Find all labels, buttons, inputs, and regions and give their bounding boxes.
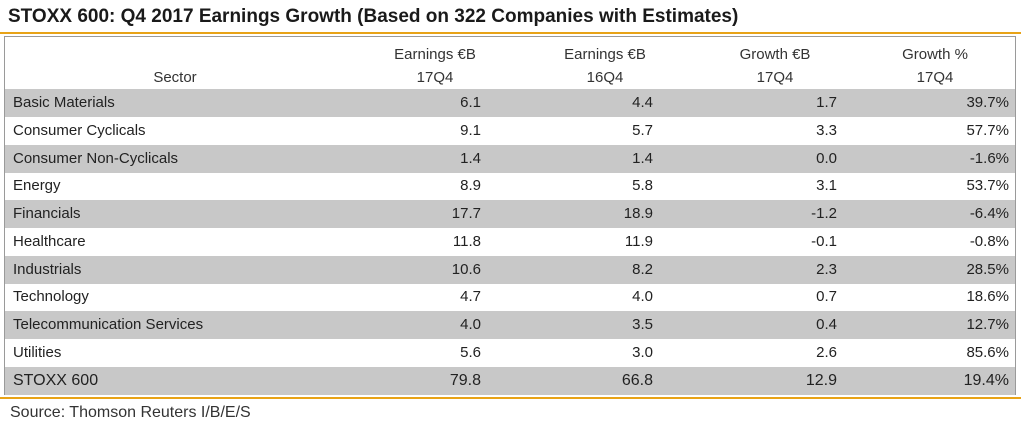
earnings-16q4-cell: 18.9 — [623, 205, 653, 222]
table-header: Sector Earnings €B 17Q4 Earnings €B 16Q4… — [5, 37, 1015, 89]
table-row: Consumer Cyclicals 9.1 5.7 3.3 57.7% — [5, 117, 1015, 145]
sector-cell: Basic Materials — [13, 94, 115, 111]
header-sector: Sector — [153, 69, 197, 86]
growth-pct-cell: 39.7% — [966, 94, 1009, 111]
table-row: Telecommunication Services 4.0 3.5 0.4 12.7% — [5, 311, 1015, 339]
growth-eur-cell: 0.0 — [816, 149, 837, 167]
header-growth-eur-line1: Growth €B — [739, 46, 811, 63]
growth-eur-cell: -1.2 — [811, 205, 837, 222]
growth-pct-cell: 28.5% — [966, 260, 1009, 278]
earnings-16q4-cell: 3.0 — [632, 343, 653, 361]
sector-cell: STOXX 600 — [13, 371, 99, 389]
growth-pct-cell: -1.6% — [969, 149, 1009, 167]
table-row: Consumer Non-Cyclicals 1.4 1.4 0.0 -1.6% — [5, 144, 1015, 173]
sector-cell: Consumer Non-Cyclicals — [13, 149, 179, 167]
earnings-16q4-cell: 5.7 — [632, 121, 653, 139]
header-growth-pct-line1: Growth % — [902, 46, 968, 63]
growth-eur-cell: 2.6 — [816, 343, 837, 361]
earnings-16q4-cell: 4.0 — [632, 288, 653, 306]
earnings-17q4-cell: 11.8 — [452, 232, 481, 250]
growth-eur-cell: 3.1 — [816, 177, 837, 195]
sector-cell: Financials — [13, 205, 81, 222]
table-row: Basic Materials 6.1 4.4 1.7 39.7% — [5, 89, 1015, 117]
growth-eur-cell: 1.7 — [816, 94, 837, 111]
earnings-16q4-cell: 8.2 — [632, 260, 653, 278]
earnings-17q4-cell: 5.6 — [460, 343, 481, 361]
earnings-table: Sector Earnings €B 17Q4 Earnings €B 16Q4… — [4, 36, 1016, 395]
earnings-16q4-cell: 11.9 — [624, 232, 653, 250]
sector-cell: Technology — [13, 288, 89, 306]
earnings-17q4-cell: 17.7 — [451, 205, 481, 222]
header-earnings-17q4-line1: Earnings €B — [394, 46, 476, 63]
growth-pct-cell: 85.6% — [966, 343, 1009, 361]
earnings-17q4-cell: 9.1 — [460, 121, 481, 139]
growth-pct-cell: 57.7% — [966, 121, 1009, 139]
header-earnings-16q4-line1: Earnings €B — [564, 46, 646, 63]
growth-pct-cell: 12.7% — [966, 316, 1009, 333]
sector-cell: Consumer Cyclicals — [13, 121, 146, 139]
earnings-16q4-cell: 1.4 — [632, 149, 653, 167]
sector-cell: Healthcare — [13, 232, 86, 250]
earnings-16q4-cell: 4.4 — [632, 94, 653, 111]
table-row: Utilities 5.6 3.0 2.6 85.6% — [5, 339, 1015, 367]
earnings-17q4-cell: 10.6 — [451, 260, 481, 278]
sector-cell: Telecommunication Services — [13, 316, 204, 333]
earnings-17q4-cell: 79.8 — [449, 371, 481, 389]
header-growth-pct-line2: 17Q4 — [916, 69, 954, 86]
header-growth-eur-line2: 17Q4 — [756, 69, 794, 86]
earnings-16q4-cell: 66.8 — [621, 371, 653, 389]
earnings-17q4-cell: 4.7 — [460, 288, 481, 306]
growth-eur-cell: 2.3 — [816, 260, 837, 278]
table-row: Technology 4.7 4.0 0.7 18.6% — [5, 283, 1015, 311]
table-row: Financials 17.7 18.9 -1.2 -6.4% — [5, 200, 1015, 228]
growth-pct-cell: -6.4% — [969, 205, 1009, 222]
earnings-16q4-cell: 3.5 — [632, 316, 653, 333]
growth-eur-cell: 12.9 — [805, 371, 837, 389]
chart-title: STOXX 600: Q4 2017 Earnings Growth (Base… — [8, 6, 739, 27]
table-row: Industrials 10.6 8.2 2.3 28.5% — [5, 255, 1015, 284]
header-earnings-16q4-line2: 16Q4 — [586, 69, 624, 86]
bottom-accent-rule — [0, 397, 1021, 399]
earnings-17q4-cell: 6.1 — [460, 94, 481, 111]
sector-cell: Energy — [13, 177, 61, 195]
earnings-17q4-cell: 1.4 — [460, 149, 481, 167]
growth-eur-cell: -0.1 — [811, 232, 837, 250]
growth-pct-cell: 18.6% — [966, 288, 1009, 306]
growth-eur-cell: 0.7 — [816, 288, 837, 306]
growth-pct-cell: -0.8% — [969, 232, 1009, 250]
earnings-17q4-cell: 8.9 — [460, 177, 481, 195]
source-note: Source: Thomson Reuters I/B/E/S — [10, 404, 251, 421]
sector-cell: Utilities — [13, 343, 62, 361]
total-row: STOXX 600 79.8 66.8 12.9 19.4% — [5, 366, 1015, 395]
sector-cell: Industrials — [13, 260, 82, 278]
table-row: Healthcare 11.8 11.9 -0.1 -0.8% — [5, 228, 1015, 256]
table-row: Energy 8.9 5.8 3.1 53.7% — [5, 172, 1015, 200]
growth-eur-cell: 3.3 — [816, 121, 837, 139]
earnings-17q4-cell: 4.0 — [460, 316, 481, 333]
growth-pct-cell: 19.4% — [963, 371, 1009, 389]
top-accent-rule — [0, 32, 1021, 34]
growth-eur-cell: 0.4 — [816, 316, 837, 333]
growth-pct-cell: 53.7% — [966, 177, 1009, 195]
earnings-16q4-cell: 5.8 — [632, 177, 653, 195]
header-earnings-17q4-line2: 17Q4 — [416, 69, 454, 86]
